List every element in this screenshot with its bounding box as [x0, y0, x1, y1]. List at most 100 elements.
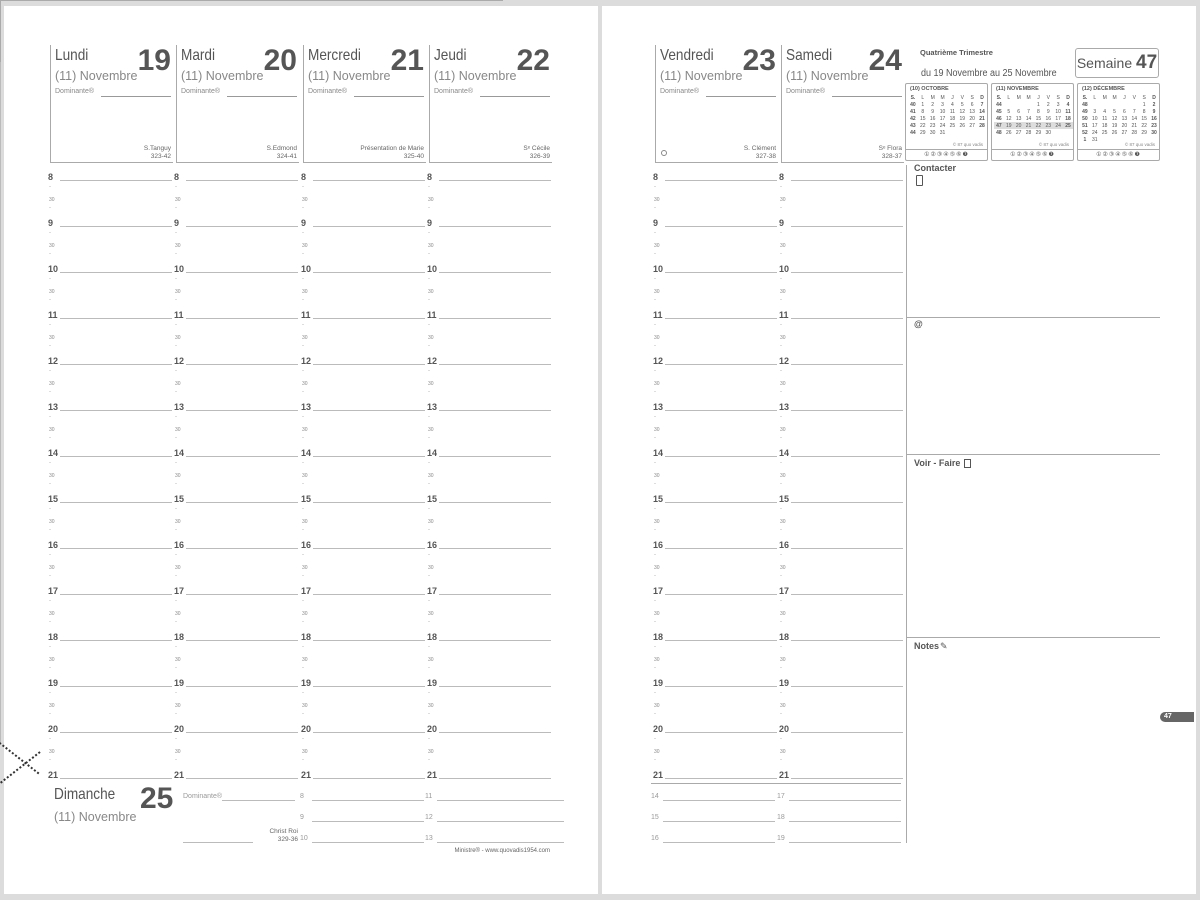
- hour-line[interactable]: [791, 640, 903, 641]
- email-section[interactable]: @: [906, 318, 1160, 455]
- hour-line[interactable]: [313, 686, 425, 687]
- hour-line[interactable]: [665, 410, 777, 411]
- hour-line[interactable]: [60, 226, 172, 227]
- hour-line[interactable]: [665, 364, 777, 365]
- hour-line[interactable]: [186, 318, 298, 319]
- calendar-cell[interactable]: 20: [1121, 122, 1128, 129]
- calendar-cell[interactable]: 7: [1132, 108, 1136, 115]
- contact-section[interactable]: Contacter: [906, 163, 1160, 318]
- calendar-cell[interactable]: 14: [1131, 115, 1138, 122]
- calendar-cell[interactable]: 21: [1023, 122, 1034, 129]
- calendar-cell[interactable]: 2: [1152, 101, 1156, 108]
- hour-line[interactable]: [186, 686, 298, 687]
- calendar-cell[interactable]: 30: [1151, 129, 1157, 136]
- sunday-line[interactable]: [789, 821, 901, 822]
- calendar-cell[interactable]: 26: [959, 122, 966, 129]
- dominante-field[interactable]: [101, 96, 171, 97]
- calendar-cell[interactable]: 26: [1006, 129, 1012, 136]
- dominante-field[interactable]: [227, 96, 297, 97]
- hour-line[interactable]: [60, 778, 172, 779]
- hour-line[interactable]: [186, 410, 298, 411]
- hour-line[interactable]: [665, 456, 777, 457]
- calendar-cell[interactable]: 2: [931, 101, 935, 108]
- hour-line[interactable]: [186, 180, 298, 181]
- sunday-line[interactable]: [183, 842, 253, 843]
- calendar-cell[interactable]: 25: [1063, 122, 1073, 129]
- calendar-cell[interactable]: 22: [920, 122, 926, 129]
- calendar-cell[interactable]: 12: [1006, 115, 1012, 122]
- hour-line[interactable]: [186, 640, 298, 641]
- hour-line[interactable]: [439, 318, 551, 319]
- calendar-cell[interactable]: 29: [920, 129, 926, 136]
- calendar-cell[interactable]: 20: [1013, 122, 1024, 129]
- hour-line[interactable]: [186, 272, 298, 273]
- calendar-cell[interactable]: 1: [921, 101, 925, 108]
- calendar-cell[interactable]: 6: [970, 101, 974, 108]
- calendar-cell[interactable]: 3: [1093, 108, 1097, 115]
- sunday-line[interactable]: [437, 842, 564, 843]
- calendar-cell[interactable]: 29: [1141, 129, 1147, 136]
- hour-line[interactable]: [186, 226, 298, 227]
- calendar-cell[interactable]: 22: [1141, 122, 1147, 129]
- hour-line[interactable]: [313, 456, 425, 457]
- calendar-cell[interactable]: 15: [1141, 115, 1147, 122]
- notes-section[interactable]: Notes ✎: [906, 638, 1160, 843]
- hour-line[interactable]: [313, 180, 425, 181]
- hour-line[interactable]: [186, 456, 298, 457]
- hour-line[interactable]: [313, 502, 425, 503]
- hour-line[interactable]: [60, 318, 172, 319]
- hour-line[interactable]: [439, 364, 551, 365]
- calendar-cell[interactable]: 18: [1101, 122, 1108, 129]
- calendar-cell[interactable]: 4: [1066, 101, 1070, 108]
- calendar-cell[interactable]: 23: [1043, 122, 1054, 129]
- calendar-cell[interactable]: 27: [969, 122, 975, 129]
- dominante-field[interactable]: [480, 96, 550, 97]
- calendar-cell[interactable]: 9: [1152, 108, 1156, 115]
- hour-line[interactable]: [60, 502, 172, 503]
- hour-line[interactable]: [439, 180, 551, 181]
- calendar-cell[interactable]: 27: [1015, 129, 1022, 136]
- calendar-cell[interactable]: 18: [1065, 115, 1071, 122]
- hour-line[interactable]: [791, 456, 903, 457]
- calendar-cell[interactable]: 28: [1025, 129, 1032, 136]
- calendar-cell[interactable]: 15: [1035, 115, 1042, 122]
- calendar-cell[interactable]: 8: [921, 108, 925, 115]
- hour-line[interactable]: [791, 410, 903, 411]
- dominante-field[interactable]: [354, 96, 424, 97]
- calendar-cell[interactable]: 19: [959, 115, 966, 122]
- calendar-cell[interactable]: 7: [1027, 108, 1030, 115]
- calendar-cell[interactable]: 3: [1056, 101, 1060, 108]
- calendar-cell[interactable]: 5: [1007, 108, 1011, 115]
- hour-line[interactable]: [791, 686, 903, 687]
- hour-line[interactable]: [439, 456, 551, 457]
- calendar-cell[interactable]: 29: [1035, 129, 1042, 136]
- todo-section[interactable]: Voir - Faire: [906, 455, 1160, 638]
- hour-line[interactable]: [665, 180, 777, 181]
- hour-line[interactable]: [439, 502, 551, 503]
- sunday-line[interactable]: [312, 821, 424, 822]
- calendar-cell[interactable]: 20: [969, 115, 975, 122]
- hour-line[interactable]: [665, 640, 777, 641]
- calendar-cell[interactable]: 31: [939, 129, 946, 136]
- hour-line[interactable]: [665, 502, 777, 503]
- hour-line[interactable]: [665, 594, 777, 595]
- hour-line[interactable]: [60, 364, 172, 365]
- calendar-cell[interactable]: 15: [920, 115, 926, 122]
- hour-line[interactable]: [60, 410, 172, 411]
- hour-line[interactable]: [186, 502, 298, 503]
- calendar-cell[interactable]: 18: [949, 115, 956, 122]
- calendar-cell[interactable]: 17: [1092, 122, 1098, 129]
- calendar-cell[interactable]: 12: [959, 108, 966, 115]
- calendar-cell[interactable]: 23: [1151, 122, 1157, 129]
- sunday-line[interactable]: [663, 800, 775, 801]
- calendar-cell[interactable]: 28: [979, 122, 985, 129]
- calendar-cell[interactable]: 16: [1045, 115, 1052, 122]
- hour-line[interactable]: [186, 732, 298, 733]
- hour-line[interactable]: [791, 318, 903, 319]
- calendar-cell[interactable]: 21: [1131, 122, 1138, 129]
- hour-line[interactable]: [313, 778, 425, 779]
- hour-line[interactable]: [439, 226, 551, 227]
- calendar-cell[interactable]: 25: [1101, 129, 1108, 136]
- hour-line[interactable]: [439, 640, 551, 641]
- calendar-cell[interactable]: 13: [1121, 115, 1128, 122]
